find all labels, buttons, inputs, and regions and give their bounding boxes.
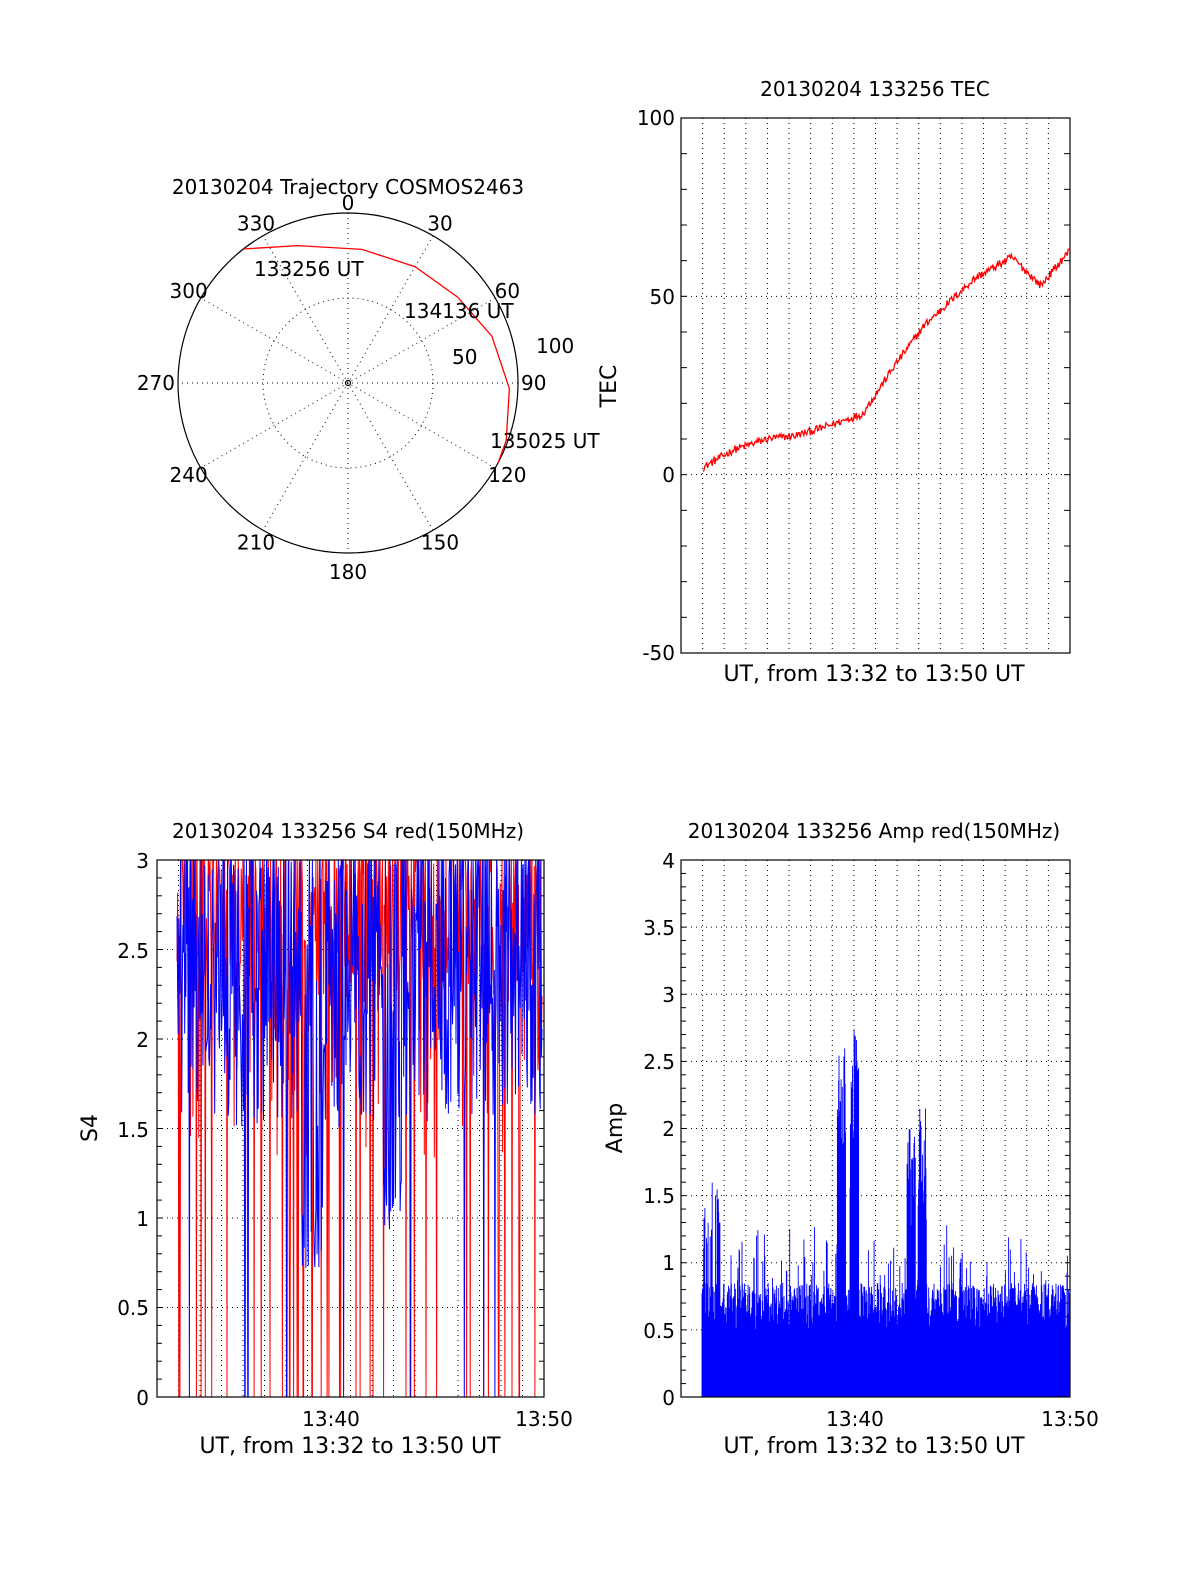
s4-chart: 20130204 133256 S4 red(150MHz) 0 0.5 1 1… <box>78 819 573 1459</box>
amp-ytick: 4 <box>662 849 675 873</box>
s4-ylabel: S4 <box>78 1114 103 1142</box>
tec-chart: 20130204 133256 TEC 100 50 0 -50 TEC UT,… <box>597 77 1071 687</box>
trajectory-label-mid: 134136 UT <box>404 299 514 323</box>
s4-ytick: 1.5 <box>117 1118 149 1142</box>
angle-label: 300 <box>170 279 208 303</box>
amp-ytick: 3 <box>662 983 675 1007</box>
polar-spoke <box>262 235 434 531</box>
amp-xlabel: UT, from 13:32 to 13:50 UT <box>723 1434 1025 1459</box>
angle-label: 0 <box>342 191 355 215</box>
tec-grid <box>681 117 1070 654</box>
s4-xtick: 13:40 <box>302 1407 360 1431</box>
polar-title: 20130204 Trajectory COSMOS2463 <box>172 175 524 199</box>
angle-label: 90 <box>521 371 546 395</box>
angle-label: 60 <box>495 279 520 303</box>
amp-ytick: 1 <box>662 1251 675 1275</box>
amp-ytick: 0 <box>662 1386 675 1410</box>
polar-chart: 20130204 Trajectory COSMOS2463 0 30 60 9… <box>137 175 601 584</box>
amp-xtick: 13:50 <box>1041 1407 1099 1431</box>
s4-ytick: 2.5 <box>117 939 149 963</box>
polar-grid <box>178 213 518 553</box>
tec-series-line <box>702 248 1071 472</box>
amp-ytick: 2.5 <box>643 1050 675 1074</box>
s4-plot-frame <box>156 859 545 1398</box>
angle-label: 210 <box>237 530 275 554</box>
angle-label: 120 <box>488 463 526 487</box>
trajectory-label-end: 135025 UT <box>490 429 600 453</box>
s4-title: 20130204 133256 S4 red(150MHz) <box>172 819 524 843</box>
polar-center <box>344 379 352 387</box>
angle-label: 30 <box>427 212 452 236</box>
amp-ytick: 1.5 <box>643 1184 675 1208</box>
tec-ytick: 50 <box>650 285 675 309</box>
amp-blue-line <box>701 1029 1070 1397</box>
s4-xlabel: UT, from 13:32 to 13:50 UT <box>199 1434 501 1459</box>
angle-label: 180 <box>329 560 367 584</box>
amp-blue-series <box>701 1029 1070 1397</box>
tec-ytick: -50 <box>642 641 675 665</box>
amp-plot-frame <box>680 859 1071 1398</box>
angle-label: 330 <box>237 212 275 236</box>
tec-title: 20130204 133256 TEC <box>760 77 990 101</box>
angle-label: 240 <box>170 463 208 487</box>
tec-ytick: 100 <box>637 106 675 130</box>
angle-label: 270 <box>137 371 175 395</box>
s4-ytick: 1 <box>136 1207 149 1231</box>
amp-chart: 20130204 133256 Amp red(150MHz) 0 0.5 1 … <box>603 819 1099 1459</box>
polar-outer-ring <box>177 212 519 554</box>
amp-xtick: 13:40 <box>826 1407 884 1431</box>
s4-ytick: 0.5 <box>117 1296 149 1320</box>
polar-angle-labels: 0 30 60 90 120 150 180 210 240 270 300 3… <box>137 191 547 584</box>
s4-xtick: 13:50 <box>515 1407 573 1431</box>
tec-ylabel: TEC <box>597 365 622 409</box>
tec-plot-frame <box>680 117 1071 654</box>
amp-ylabel: Amp <box>603 1103 628 1153</box>
s4-ytick: 0 <box>136 1386 149 1410</box>
amp-title: 20130204 133256 Amp red(150MHz) <box>688 819 1060 843</box>
tec-xlabel: UT, from 13:32 to 13:50 UT <box>723 662 1025 687</box>
amp-ytick: 2 <box>662 1117 675 1141</box>
amp-ytick: 3.5 <box>643 916 675 940</box>
amp-ytick: 0.5 <box>643 1319 675 1343</box>
angle-label: 150 <box>421 530 459 554</box>
s4-ytick: 2 <box>136 1028 149 1052</box>
radius-label: 50 <box>452 345 477 369</box>
trajectory-line <box>243 244 511 464</box>
s4-blue-series <box>176 859 543 1398</box>
tec-ytick: 0 <box>662 463 675 487</box>
s4-blue-line <box>176 859 543 1398</box>
radius-label: 100 <box>536 334 574 358</box>
s4-ytick: 3 <box>136 849 149 873</box>
trajectory-label-start: 133256 UT <box>254 257 364 281</box>
